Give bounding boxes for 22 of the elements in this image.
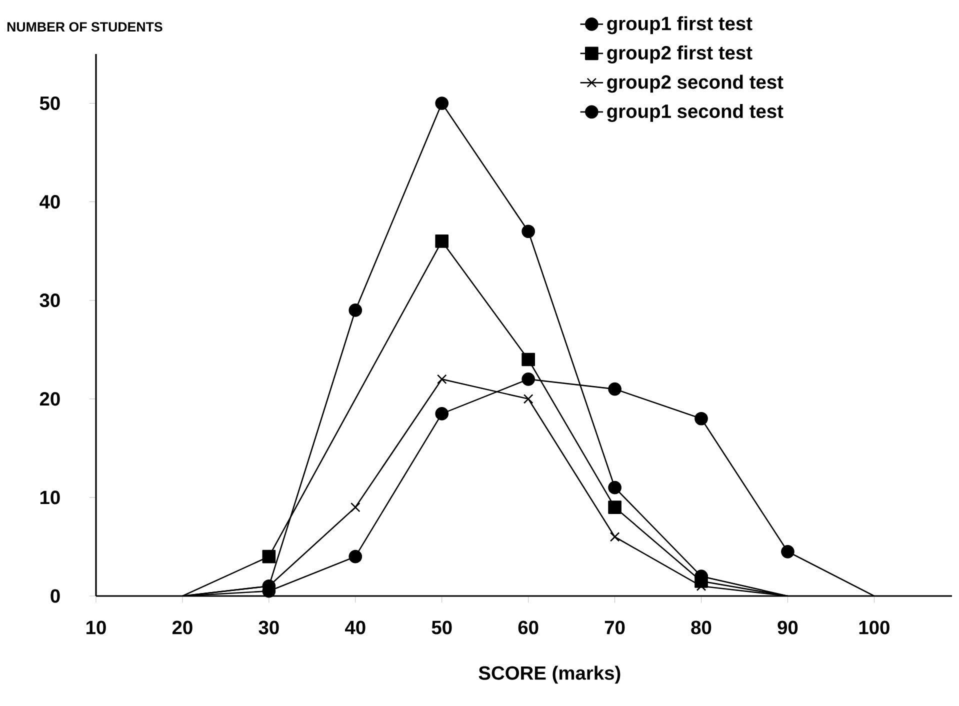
x-tick-label: 80 <box>691 620 712 634</box>
x-tick-label: 100 <box>859 620 890 634</box>
x-tick-label: 60 <box>518 620 538 634</box>
y-tick-label: 50 <box>40 96 60 110</box>
x-axis-title: SCORE (marks) <box>478 666 620 684</box>
y-tick-label: 40 <box>40 195 60 209</box>
legend-label: group2 first test <box>607 45 752 64</box>
x-tick-label: 70 <box>604 620 625 634</box>
y-axis-title: NUMBER OF STUDENTS <box>7 22 162 32</box>
x-tick-label: 90 <box>778 620 798 634</box>
x-tick-label: 30 <box>258 620 279 634</box>
x-tick-label: 20 <box>172 620 192 634</box>
legend-label: group2 second test <box>607 74 784 93</box>
y-tick-label: 30 <box>40 294 60 308</box>
y-tick-label: 0 <box>50 589 60 603</box>
legend-label: group1 first test <box>607 16 752 34</box>
x-tick-label: 40 <box>345 620 366 634</box>
y-tick-label: 20 <box>40 392 60 406</box>
x-tick-label: 10 <box>86 620 106 634</box>
y-tick-label: 10 <box>40 490 60 504</box>
x-tick-label: 50 <box>432 620 452 634</box>
legend-label: group1 second test <box>607 104 784 122</box>
